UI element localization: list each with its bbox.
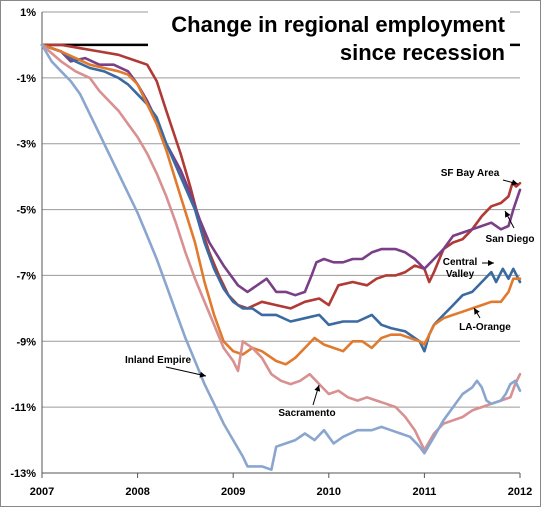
tick-labels: 1% -1% -3% -5% -7% -9% -11% -13% 2007 2008 2009 201… [10,7,532,498]
chart-title-line-1: Change in regional employment [171,12,505,37]
x-tick-label: 2007 [30,486,54,498]
x-tick-label: 2012 [508,486,532,498]
annotation-arrows [165,179,519,406]
x-tick-label: 2011 [412,486,436,498]
gridlines [42,11,520,474]
annotation-label: Central [443,257,478,268]
annotation-label: San Diego [486,234,535,245]
chart-title-line-2: since recession [340,40,505,65]
title-background [148,8,510,64]
series-line-la-orange [40,43,522,366]
y-tick-label: -9% [16,336,36,348]
series-line-sf-bay-area [40,43,522,310]
x-tick-label: 2008 [125,486,149,498]
series-line-central-valley [40,43,522,353]
annotation-label: SF Bay Area [441,168,500,179]
y-tick-label: 1% [20,7,36,19]
annotation-label: LA-Orange [459,322,511,333]
y-tick-label: -3% [16,139,36,151]
annotation-label: Valley [446,269,475,280]
x-tick-label: 2010 [317,486,341,498]
annotation-arrowhead [314,385,321,392]
annotation-label: Sacramento [278,408,335,419]
series-line-inland-empire [40,43,522,472]
y-tick-label: -7% [16,270,36,282]
chart-title: Change in regional employment since rece… [148,8,510,65]
x-tick-label: 2009 [221,486,245,498]
annotation-arrow [165,366,207,377]
annotation-arrowhead [474,308,480,315]
annotation-arrowhead [511,179,518,186]
y-tick-label: -13% [10,468,36,480]
annotation-label: Inland Empire [125,355,192,366]
series-line-sacramento [40,43,522,452]
series-lines [40,43,522,472]
annotation-arrowhead [488,260,494,266]
y-tick-label: -11% [11,402,36,414]
annotation-arrowhead [505,211,511,218]
annotation-arrowhead [199,371,206,378]
y-tick-label: -1% [16,73,36,85]
y-tick-label: -5% [16,205,36,217]
